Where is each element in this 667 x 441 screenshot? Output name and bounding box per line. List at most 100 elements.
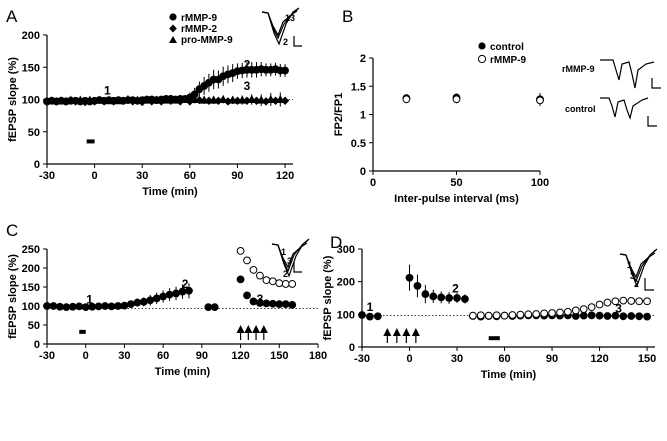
x-tick-label-a: -30 (39, 170, 55, 182)
data-point-circle-c (139, 297, 148, 306)
data-point-circle-d (484, 311, 493, 320)
data-point-triangle-a (275, 94, 285, 103)
trace-c-num-2: 2 (283, 269, 288, 279)
legend-label-rmmp9-b: rMMP-9 (490, 55, 527, 66)
data-point-circle-d (437, 293, 446, 302)
x-tick-label-b: 0 (370, 177, 376, 189)
data-point-circle-c (114, 302, 122, 310)
trace-c-num-1: 1 (281, 247, 286, 257)
data-point-triangle-a (247, 94, 257, 103)
annotation-label-d: 2 (452, 281, 459, 295)
y-tick-label-c: 200 (22, 263, 40, 275)
data-point-circle-b (452, 95, 461, 104)
data-point-triangle-a (113, 96, 123, 105)
data-point-circle-c (236, 275, 245, 284)
legend-marker-open-circle (477, 54, 487, 64)
trace-a-3 (261, 10, 298, 37)
trace-d-num-2: 2 (634, 279, 639, 289)
data-point-circle-d (500, 311, 509, 320)
x-tick-label-d: 150 (638, 353, 656, 365)
scale-bar-d (644, 278, 654, 291)
data-point-circle-c (49, 302, 58, 310)
data-point-circle-c (268, 299, 277, 308)
y-tick-label-a: 50 (28, 127, 40, 139)
data-point-circle-c (120, 301, 129, 310)
annotation-label-c: 2 (182, 277, 189, 291)
trace-c-num-3: 3 (287, 256, 292, 266)
x-tick-label-a: 60 (184, 170, 196, 182)
annotation-label-c: 1 (86, 293, 93, 307)
data-point-circle-d (524, 310, 533, 319)
data-point-circle-c (262, 276, 271, 285)
data-point-triangle-a (94, 95, 104, 104)
data-point-circle-d (413, 282, 422, 290)
data-point-triangle-a (85, 95, 95, 104)
data-point-circle-d (492, 311, 501, 320)
data-point-circle-d (421, 290, 430, 298)
data-point-circle-c (43, 302, 51, 310)
data-point-triangle-a (152, 95, 161, 104)
x-tick-label-d: 0 (406, 353, 412, 365)
data-point-circle-c (204, 303, 213, 312)
annotation-label-a: 1 (104, 83, 111, 97)
legend-label-prommp9: pro-MMP-9 (181, 35, 233, 46)
y-tick-label-d: 200 (337, 277, 355, 289)
stimulus-arrow-head-d (402, 328, 411, 337)
x-tick-label-c: 60 (157, 350, 169, 362)
y-axis-title-a: fEPSP slope (%) (7, 57, 19, 142)
data-point-circle-d (603, 298, 612, 307)
trace-inset-b: rMMP-9 control (562, 59, 661, 127)
data-point-circle-d (516, 310, 525, 319)
data-point-circle-d (579, 305, 588, 314)
legend-marker-filled-circle (478, 42, 486, 50)
stimulus-arrow-head-d (383, 328, 392, 337)
data-point-circle-c (185, 286, 193, 295)
data-point-circle-d (373, 312, 382, 321)
panel-letter-a: A (6, 7, 18, 26)
y-tick-label-d: 300 (337, 244, 355, 256)
y-tick-label-a: 200 (22, 30, 40, 42)
data-point-triangle-a (190, 94, 200, 103)
y-tick-label-c: 50 (28, 320, 40, 332)
data-point-circle-c (275, 300, 284, 309)
data-point-circle-d (445, 294, 454, 302)
data-point-circle-c (281, 300, 290, 309)
drug-application-bar-c (79, 329, 86, 334)
y-tick-label-b: 2 (360, 53, 366, 65)
data-point-circle-a (281, 66, 289, 75)
legend-label-rmmp9: rMMP-9 (181, 13, 218, 24)
x-tick-label-d: 60 (498, 353, 510, 365)
stimulus-arrow-head-d (411, 328, 420, 337)
x-tick-label-c: -30 (39, 350, 55, 362)
data-point-circle-d (508, 311, 517, 319)
data-point-triangle-a (56, 96, 66, 105)
data-point-circle-d (468, 311, 477, 320)
data-point-circle-d (627, 312, 636, 320)
annotation-label-a: 3 (244, 79, 251, 93)
data-point-circle-d (461, 295, 469, 303)
data-point-triangle-a (237, 95, 247, 104)
trace-d-3 (619, 252, 656, 279)
data-point-triangle-a (104, 96, 114, 105)
data-point-triangle-a (132, 95, 142, 104)
data-point-circle-c (210, 303, 219, 312)
y-tick-label-a: 150 (22, 62, 40, 74)
scale-bar-b-top (651, 78, 661, 89)
data-point-triangle-a (75, 95, 85, 104)
trace-label-rmmp9: rMMP-9 (562, 64, 595, 74)
data-point-circle-d (611, 311, 620, 320)
x-tick-label-c: 150 (270, 350, 288, 362)
stimulus-arrow-head-c (236, 325, 245, 334)
x-tick-label-c: 90 (196, 350, 208, 362)
y-tick-label-b: 1 (360, 110, 366, 122)
y-tick-label-c: 0 (34, 339, 40, 351)
data-point-circle-d (587, 303, 596, 312)
data-point-circle-c (94, 302, 103, 311)
data-point-circle-c (159, 292, 168, 301)
data-point-circle-d (429, 292, 438, 301)
data-point-circle-d (627, 297, 636, 305)
stimulus-arrow-head-d (392, 328, 401, 337)
x-axis-title-a: Time (min) (142, 186, 198, 198)
y-tick-label-b: 0.5 (351, 138, 366, 150)
panel-letter-b: B (342, 7, 353, 26)
